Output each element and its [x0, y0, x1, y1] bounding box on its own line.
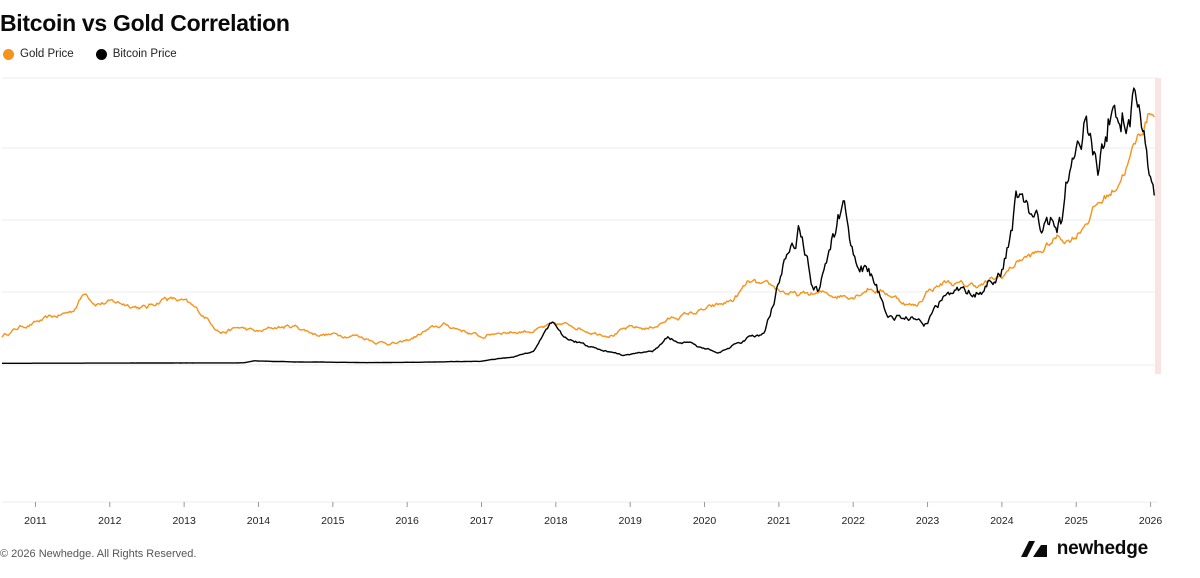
x-tick-label-2023: 2023 [916, 515, 940, 527]
brand-logo[interactable]: newhedge [1020, 538, 1149, 560]
x-tick-label-2020: 2020 [693, 515, 717, 527]
x-tick-label-2011: 2011 [24, 515, 47, 527]
newhedge-logo-icon [1020, 541, 1047, 557]
chart-title: Bitcoin vs Gold Correlation [0, 10, 290, 36]
legend-label-gold: Gold Price [20, 48, 74, 60]
x-tick-label-2015: 2015 [321, 515, 345, 527]
x-tick-label-2012: 2012 [98, 515, 122, 527]
chart-plot-area[interactable]: 2011 2012 2013 2014 2015 2016 2017 2018 2019 2020… [0, 70, 1200, 532]
legend-label-bitcoin: Bitcoin Price [112, 48, 177, 60]
x-tick-label-2022: 2022 [842, 515, 866, 527]
x-tick-label-2025: 2025 [1065, 515, 1089, 527]
legend: Gold Price Bitcoin Price [3, 48, 177, 60]
legend-item-gold[interactable]: Gold Price [3, 48, 74, 60]
bitcoin-price-line [2, 87, 1155, 364]
x-tick-label-2014: 2014 [247, 515, 271, 527]
gold-legend-dot [3, 48, 14, 60]
bitcoin-legend-dot [95, 48, 107, 60]
x-tick-label-2019: 2019 [619, 515, 643, 527]
x-tick-label-2021: 2021 [767, 515, 791, 527]
x-tick-label-2016: 2016 [395, 515, 419, 527]
x-tick-label-2026: 2026 [1139, 515, 1163, 527]
legend-item-bitcoin[interactable]: Bitcoin Price [95, 48, 177, 60]
brand-name: newhedge [1056, 538, 1149, 559]
x-tick-label-2018: 2018 [544, 515, 568, 527]
gold-price-line [1, 112, 1155, 346]
current-period-highlight [1155, 78, 1161, 374]
copyright-text: © 2026 Newhedge. All Rights Reserved. [0, 548, 197, 560]
x-tick-label-2024: 2024 [990, 515, 1014, 527]
x-tick-label-2013: 2013 [172, 515, 196, 527]
x-tick-label-2017: 2017 [470, 515, 494, 527]
